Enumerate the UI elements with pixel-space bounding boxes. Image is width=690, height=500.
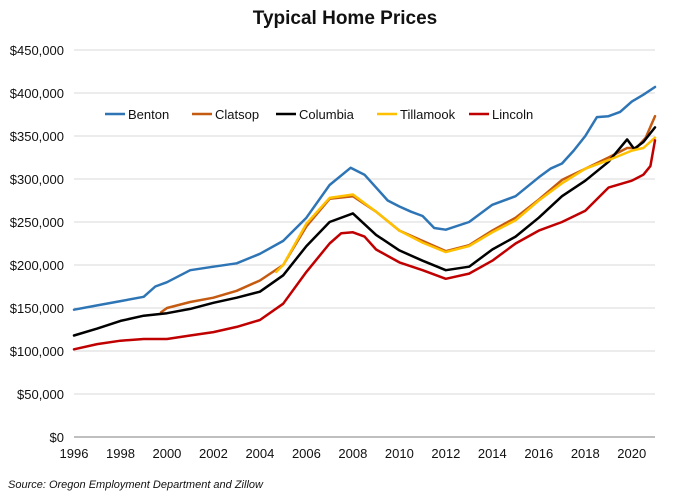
x-tick-label: 2014 <box>478 446 507 461</box>
gridlines <box>74 49 655 438</box>
y-tick-label: $100,000 <box>10 344 64 359</box>
y-tick-label: $150,000 <box>10 301 64 316</box>
y-tick-label: $250,000 <box>10 215 64 230</box>
x-tick-label: 2016 <box>524 446 553 461</box>
x-tick-label: 2012 <box>431 446 460 461</box>
y-tick-label: $300,000 <box>10 172 64 187</box>
series-line-tillamook <box>274 136 657 274</box>
source-note: Source: Oregon Employment Department and… <box>8 479 263 491</box>
y-tick-label: $450,000 <box>10 43 64 58</box>
legend-label-benton: Benton <box>128 107 169 122</box>
x-tick-label: 2000 <box>152 446 181 461</box>
x-axis-tick-labels: 1996 1998 2000 2002 2004 2006 2008 2010 2012 2014… <box>60 446 647 461</box>
y-tick-label: $0 <box>50 430 64 445</box>
y-tick-label: $200,000 <box>10 258 64 273</box>
x-tick-label: 2006 <box>292 446 321 461</box>
legend-label-lincoln: Lincoln <box>492 107 533 122</box>
legend-label-clatsop: Clatsop <box>215 107 259 122</box>
series-line-benton <box>72 85 657 311</box>
series-line-lincoln <box>72 139 657 351</box>
y-tick-label: $400,000 <box>10 86 64 101</box>
x-tick-label: 2004 <box>245 446 274 461</box>
legend: Benton Clatsop Columbia Tillamook Lincoln <box>105 107 533 122</box>
y-axis-tick-labels: $0 $50,000 $100,000 $150,000 $200,000 $250,00… <box>10 43 64 445</box>
x-tick-label: 2008 <box>338 446 367 461</box>
series-line-clatsop <box>159 114 657 314</box>
x-tick-label: 2002 <box>199 446 228 461</box>
y-tick-label: $50,000 <box>17 387 64 402</box>
y-tick-label: $350,000 <box>10 129 64 144</box>
legend-label-tillamook: Tillamook <box>400 107 456 122</box>
series-line-columbia <box>72 126 657 337</box>
x-tick-label: 2020 <box>617 446 646 461</box>
x-tick-label: 1998 <box>106 446 135 461</box>
x-tick-label: 2018 <box>571 446 600 461</box>
x-tick-label: 2010 <box>385 446 414 461</box>
x-tick-label: 1996 <box>60 446 89 461</box>
legend-label-columbia: Columbia <box>299 107 355 122</box>
series-lines <box>72 85 657 351</box>
chart-title: Typical Home Prices <box>252 8 438 29</box>
